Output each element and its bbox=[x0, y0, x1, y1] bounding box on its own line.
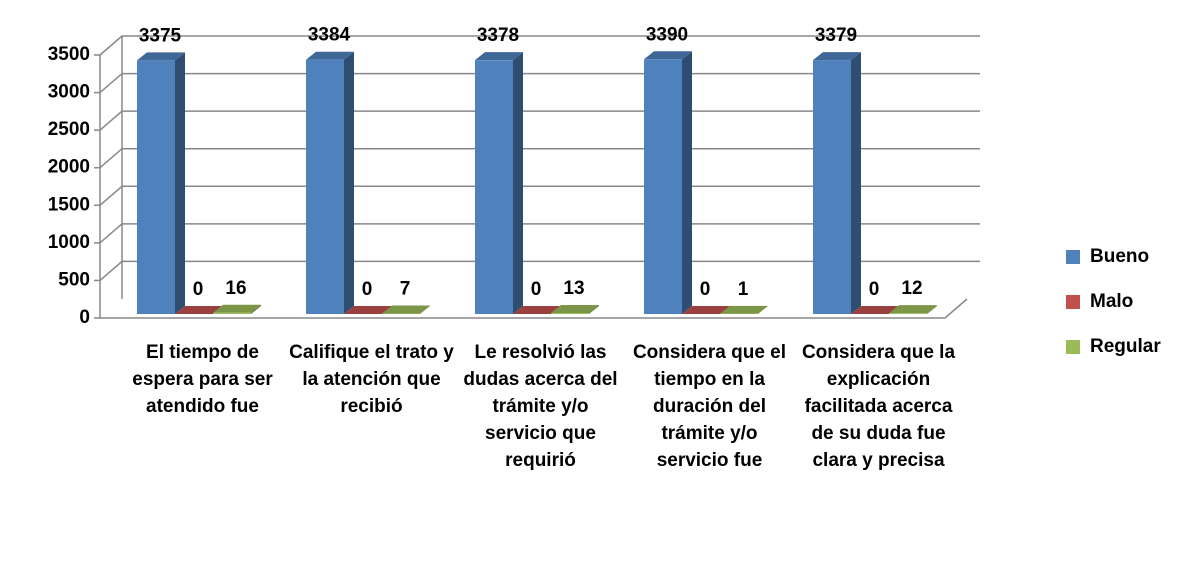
bar bbox=[644, 59, 682, 314]
bar-top bbox=[306, 51, 354, 60]
bar bbox=[813, 60, 851, 314]
bar-top bbox=[851, 306, 899, 314]
data-label: 3379 bbox=[815, 25, 857, 46]
bar-side bbox=[344, 51, 354, 314]
data-label: 0 bbox=[869, 279, 880, 300]
y-tick-label: 1000 bbox=[48, 232, 90, 253]
bar bbox=[889, 313, 927, 314]
grid-line bbox=[99, 72, 980, 94]
grid-line bbox=[99, 110, 980, 131]
x-tick-label: Le resolvió las dudas acerca del trámite… bbox=[463, 342, 618, 471]
bar-top bbox=[551, 305, 599, 314]
bar-top bbox=[175, 306, 223, 314]
bar bbox=[551, 313, 589, 314]
legend-label: Malo bbox=[1090, 291, 1133, 312]
legend-swatch bbox=[1066, 250, 1080, 264]
bar-top bbox=[344, 306, 392, 314]
data-label: 3390 bbox=[646, 24, 688, 45]
legend-label: Bueno bbox=[1090, 246, 1149, 267]
bar-side bbox=[758, 305, 768, 314]
grid-line bbox=[99, 223, 980, 244]
y-tick-label: 3000 bbox=[48, 82, 90, 103]
grid-line bbox=[99, 147, 980, 169]
bar-side bbox=[927, 305, 937, 314]
y-tick-label: 1500 bbox=[48, 194, 90, 215]
y-tick-label: 0 bbox=[79, 307, 90, 328]
bar-top bbox=[382, 305, 430, 314]
bar-top bbox=[889, 305, 937, 314]
y-tick-label: 2000 bbox=[48, 157, 90, 178]
data-label: 0 bbox=[193, 279, 204, 300]
legend-swatch bbox=[1066, 295, 1080, 309]
bar-side bbox=[420, 305, 430, 314]
bar-side bbox=[851, 52, 861, 314]
data-label: 3375 bbox=[139, 25, 182, 46]
data-label: 7 bbox=[400, 278, 411, 299]
bar bbox=[213, 312, 251, 314]
legend-label: Regular bbox=[1090, 336, 1161, 357]
bar bbox=[475, 60, 513, 315]
data-label: 3378 bbox=[477, 25, 519, 46]
data-label: 0 bbox=[700, 279, 711, 300]
data-label: 13 bbox=[563, 278, 584, 299]
bar-top bbox=[513, 306, 561, 314]
data-label: 0 bbox=[362, 279, 373, 300]
bar-top bbox=[475, 52, 523, 61]
bar-top bbox=[137, 52, 185, 61]
y-tick-label: 500 bbox=[58, 269, 90, 290]
bar-side bbox=[175, 52, 185, 315]
bar-top bbox=[813, 52, 861, 61]
data-label: 3384 bbox=[308, 25, 351, 46]
x-tick-label: Considera que la explicación facilitada … bbox=[801, 342, 956, 471]
x-tick-label: El tiempo de espera para ser atendido fu… bbox=[132, 342, 273, 417]
bar-side bbox=[513, 52, 523, 315]
data-label: 12 bbox=[901, 278, 922, 299]
bar bbox=[306, 59, 344, 315]
bar-top bbox=[213, 304, 261, 313]
bar-top bbox=[720, 305, 768, 314]
x-tick-label: Considera que el tiempo en la duración d… bbox=[632, 342, 787, 471]
bar-top bbox=[644, 51, 692, 60]
bar bbox=[382, 313, 420, 314]
grid-line bbox=[99, 260, 980, 281]
y-tick-label: 2500 bbox=[48, 119, 90, 140]
data-label: 16 bbox=[225, 278, 246, 299]
bar bbox=[137, 60, 175, 315]
data-label: 1 bbox=[738, 279, 749, 300]
bar-side bbox=[682, 51, 692, 314]
x-tick-label: Califique el trato y la atención que rec… bbox=[289, 342, 454, 417]
grid-line bbox=[99, 185, 980, 206]
bar-side bbox=[589, 305, 599, 314]
data-label: 0 bbox=[531, 279, 542, 300]
bar-top bbox=[682, 306, 730, 314]
legend-swatch bbox=[1066, 340, 1080, 354]
axis-wall bbox=[99, 55, 968, 319]
bar-side bbox=[251, 304, 261, 314]
grid-line bbox=[99, 35, 980, 56]
y-tick-label: 3500 bbox=[48, 44, 90, 65]
